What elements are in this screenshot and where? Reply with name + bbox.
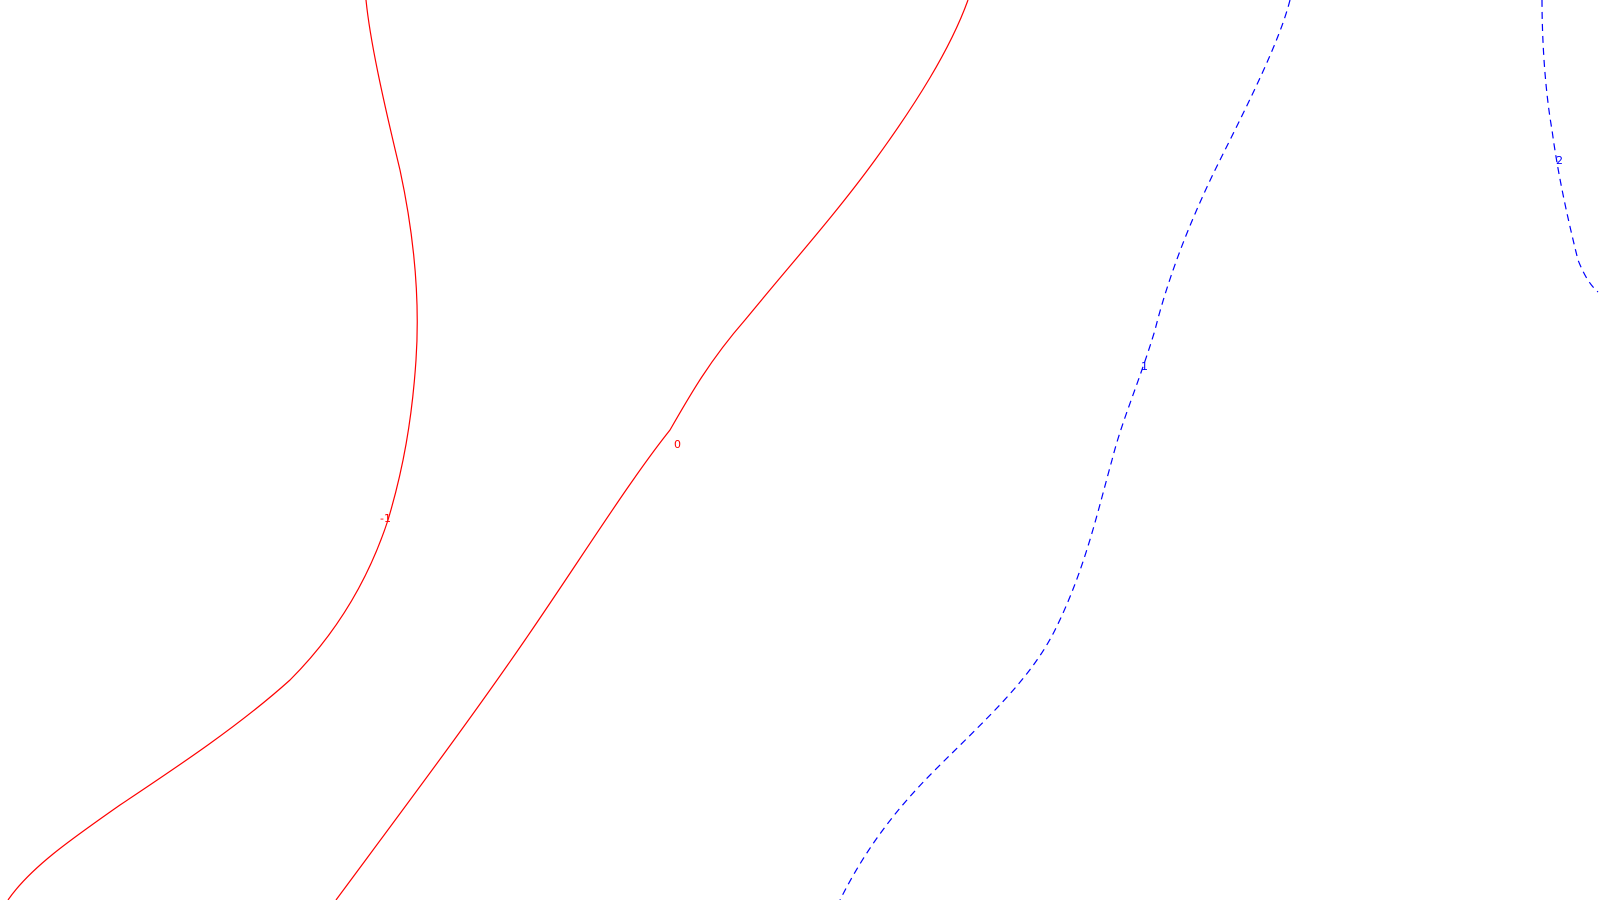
contour-line-2 (1541, 0, 1599, 293)
contour-line-0 (335, 0, 969, 900)
contour-label-0: 0 (674, 438, 681, 451)
contour-group-minus-1: -1 (7, 0, 418, 900)
contour-label-2: 2 (1556, 154, 1563, 167)
contour-line-1 (839, 0, 1291, 900)
contour-label-1: 1 (1141, 360, 1148, 373)
contour-group-1: 1 (839, 0, 1291, 900)
contour-group-0: 0 (335, 0, 969, 900)
contour-label-minus-1: -1 (380, 512, 391, 525)
contour-group-2: 2 (1541, 0, 1599, 293)
contour-line-minus-1 (7, 0, 418, 900)
